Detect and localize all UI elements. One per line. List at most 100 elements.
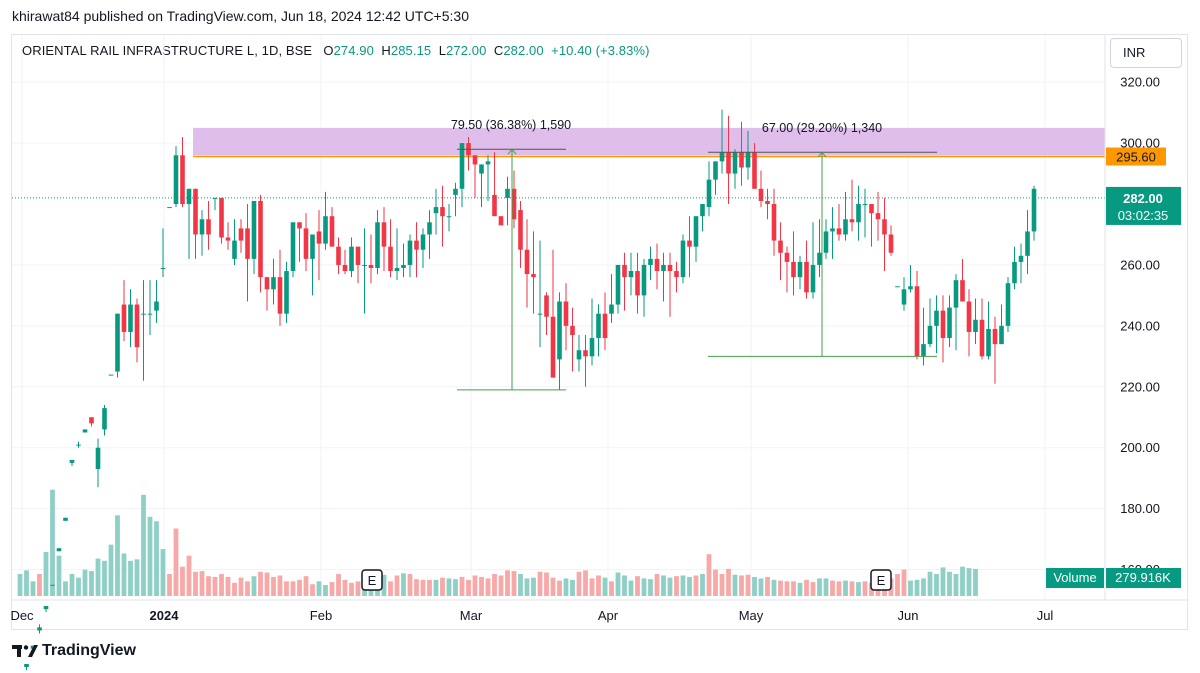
candle-body[interactable]: [147, 313, 153, 315]
candle-body[interactable]: [654, 258, 660, 272]
candle-body[interactable]: [446, 216, 452, 218]
candle-body[interactable]: [700, 204, 705, 217]
candle-body[interactable]: [375, 222, 380, 268]
candle-body[interactable]: [576, 350, 582, 360]
candle-body[interactable]: [758, 188, 764, 201]
candle-body[interactable]: [355, 246, 361, 265]
candle-body[interactable]: [719, 152, 725, 162]
candle-body[interactable]: [732, 152, 738, 174]
candle-body[interactable]: [43, 606, 49, 610]
candle-body[interactable]: [622, 264, 627, 278]
candle-body[interactable]: [167, 207, 172, 209]
candle-body[interactable]: [95, 447, 101, 470]
candle-body[interactable]: [232, 240, 237, 259]
candle-body[interactable]: [667, 264, 673, 272]
candle-body[interactable]: [752, 152, 757, 189]
candle-body[interactable]: [810, 264, 816, 293]
candle-body[interactable]: [225, 237, 231, 241]
symbol-name[interactable]: ORIENTAL RAIL INFRASTRUCTURE L, 1D, BSE: [22, 43, 313, 58]
candle-body[interactable]: [199, 219, 205, 235]
candle-body[interactable]: [310, 234, 315, 259]
candle-body[interactable]: [901, 289, 907, 305]
candle-body[interactable]: [368, 264, 374, 268]
candle-body[interactable]: [206, 219, 211, 235]
candle-body[interactable]: [921, 344, 926, 357]
candle-body[interactable]: [472, 155, 478, 165]
candle-body[interactable]: [173, 155, 179, 205]
candle-body[interactable]: [63, 517, 68, 521]
candle-body[interactable]: [420, 234, 426, 250]
candle-body[interactable]: [297, 222, 302, 229]
candle-body[interactable]: [505, 188, 510, 198]
candle-body[interactable]: [531, 274, 536, 278]
candle-body[interactable]: [628, 271, 634, 278]
candle-body[interactable]: [687, 240, 692, 247]
candle-body[interactable]: [108, 374, 114, 376]
candle-body[interactable]: [102, 408, 107, 430]
candle-body[interactable]: [459, 143, 465, 189]
candle-body[interactable]: [180, 155, 185, 205]
candle-body[interactable]: [895, 286, 900, 288]
candle-body[interactable]: [550, 316, 556, 378]
candle-body[interactable]: [407, 240, 413, 265]
candle-body[interactable]: [271, 277, 276, 290]
candle-body[interactable]: [485, 161, 491, 165]
candle-body[interactable]: [862, 204, 868, 206]
candle-body[interactable]: [849, 219, 855, 223]
resistance-zone[interactable]: [193, 127, 1105, 156]
candle-body[interactable]: [765, 200, 770, 205]
candle-body[interactable]: [693, 216, 699, 247]
candle-body[interactable]: [329, 216, 335, 247]
candle-body[interactable]: [914, 286, 920, 357]
candle-body[interactable]: [323, 216, 328, 244]
candle-body[interactable]: [290, 222, 296, 272]
candle-body[interactable]: [401, 264, 406, 268]
candle-body[interactable]: [563, 301, 569, 326]
candle-body[interactable]: [511, 188, 517, 220]
candle-body[interactable]: [1031, 188, 1037, 232]
candle-body[interactable]: [219, 197, 224, 238]
candle-body[interactable]: [797, 261, 803, 278]
candle-body[interactable]: [557, 301, 562, 360]
candle-body[interactable]: [953, 280, 959, 308]
candle-body[interactable]: [453, 188, 458, 195]
candle-body[interactable]: [24, 663, 29, 668]
candle-body[interactable]: [479, 164, 484, 174]
candle-body[interactable]: [303, 228, 309, 259]
candle-body[interactable]: [76, 444, 81, 446]
candle-body[interactable]: [960, 280, 965, 302]
tradingview-brand[interactable]: TradingView: [12, 642, 136, 660]
candle-body[interactable]: [37, 627, 42, 631]
candle-body[interactable]: [999, 325, 1004, 345]
candle-body[interactable]: [745, 152, 751, 168]
candle-body[interactable]: [284, 271, 289, 314]
candle-body[interactable]: [342, 264, 348, 272]
candle-body[interactable]: [706, 179, 712, 208]
candle-body[interactable]: [856, 204, 861, 223]
candle-body[interactable]: [570, 325, 575, 335]
candle-body[interactable]: [414, 240, 419, 250]
candle-body[interactable]: [264, 277, 270, 290]
candle-body[interactable]: [882, 219, 887, 235]
candle-body[interactable]: [641, 264, 647, 296]
candle-body[interactable]: [316, 231, 322, 244]
candle-body[interactable]: [524, 249, 530, 275]
candle-body[interactable]: [141, 313, 146, 315]
candle-body[interactable]: [212, 197, 218, 199]
candle-body[interactable]: [680, 240, 686, 278]
candle-body[interactable]: [589, 338, 595, 357]
candle-body[interactable]: [160, 267, 166, 269]
candle-body[interactable]: [56, 548, 62, 552]
earnings-marker[interactable]: [870, 569, 892, 591]
candle-body[interactable]: [82, 429, 88, 433]
candle-body[interactable]: [1005, 283, 1011, 326]
candle-body[interactable]: [784, 252, 790, 262]
candle-body[interactable]: [804, 261, 809, 293]
candle-body[interactable]: [986, 328, 991, 357]
candle-body[interactable]: [778, 240, 783, 253]
candle-body[interactable]: [602, 313, 608, 339]
candle-body[interactable]: [713, 161, 718, 180]
candle-body[interactable]: [817, 252, 822, 265]
candle-body[interactable]: [128, 304, 133, 332]
